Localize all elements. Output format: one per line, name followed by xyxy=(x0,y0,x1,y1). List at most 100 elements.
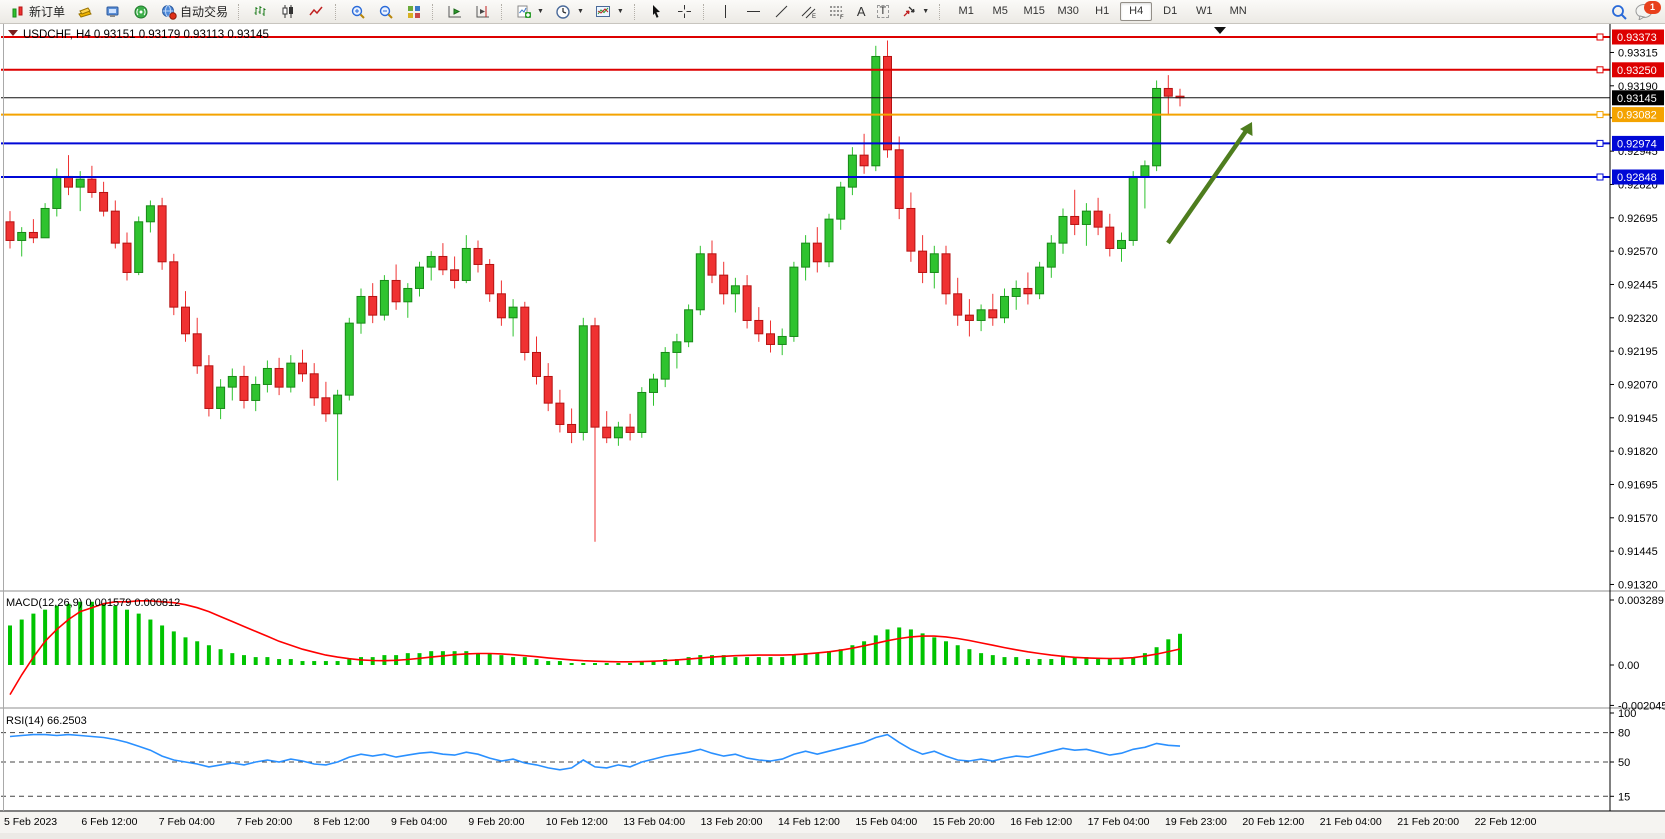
crosshair-button[interactable] xyxy=(671,1,698,23)
timeframe-button-H4[interactable]: H4 xyxy=(1120,2,1153,21)
chart-shift-button[interactable] xyxy=(469,1,496,23)
timeframe-button-D1[interactable]: D1 xyxy=(1163,5,1178,17)
monitor-icon xyxy=(104,3,121,20)
fibonacci-button[interactable]: F xyxy=(824,1,851,23)
fibonacci-icon: F xyxy=(829,3,846,20)
svg-text:0.91820: 0.91820 xyxy=(1618,446,1658,458)
chart-title: USDCHF, H4 0.93151 0.93179 0.93113 0.931… xyxy=(23,29,269,41)
timeframe-button-H1[interactable]: H1 xyxy=(1095,5,1110,17)
crosshair-icon xyxy=(676,3,693,20)
periods-button[interactable]: ▼ xyxy=(550,1,589,23)
clock-icon xyxy=(555,3,572,20)
svg-text:20 Feb 12:00: 20 Feb 12:00 xyxy=(1242,816,1304,828)
chart-shift-icon xyxy=(474,3,491,20)
svg-text:5 Feb 2023: 5 Feb 2023 xyxy=(4,816,57,828)
equidistant-channel-button[interactable]: E xyxy=(796,1,823,23)
indicators-button[interactable]: ▼ xyxy=(510,1,549,23)
svg-text:0.93190: 0.93190 xyxy=(1618,81,1658,93)
main-toolbar: 新订单 自动交易 xyxy=(0,0,1665,24)
chart-canvas[interactable]: 0.933150.931900.930700.929450.928200.926… xyxy=(0,23,1665,839)
toolbar-grip xyxy=(432,3,436,20)
template-icon xyxy=(595,3,612,20)
gold-book-icon xyxy=(76,3,93,20)
svg-text:21 Feb 04:00: 21 Feb 04:00 xyxy=(1320,816,1382,828)
svg-text:0.93250: 0.93250 xyxy=(1617,65,1657,77)
svg-text:13 Feb 20:00: 13 Feb 20:00 xyxy=(701,816,763,828)
autotrading-button[interactable]: 自动交易 xyxy=(155,1,233,23)
search-icon[interactable] xyxy=(1610,3,1627,20)
macd-panel xyxy=(8,599,1182,696)
svg-text:0.91445: 0.91445 xyxy=(1618,546,1658,558)
text-button[interactable]: A xyxy=(852,1,871,23)
svg-text:F: F xyxy=(840,15,844,19)
arrows-caret-icon: ▼ xyxy=(922,8,930,15)
notifications-button[interactable]: 1 xyxy=(1635,0,1661,21)
timeframe-button-W1[interactable]: W1 xyxy=(1195,5,1213,17)
cursor-button[interactable] xyxy=(643,1,670,23)
text-label-button[interactable]: T xyxy=(872,1,895,23)
bar-chart-button[interactable] xyxy=(247,1,274,23)
virtual-hosting-button[interactable] xyxy=(99,1,126,23)
price-axis[interactable]: 0.933150.931900.930700.929450.928200.926… xyxy=(0,23,1665,812)
line-chart-button[interactable] xyxy=(303,1,330,23)
globe-icon xyxy=(160,3,177,20)
svg-text:7 Feb 04:00: 7 Feb 04:00 xyxy=(159,816,215,828)
zoom-out-button[interactable] xyxy=(372,1,399,23)
svg-text:0.91320: 0.91320 xyxy=(1618,579,1658,591)
signals-button[interactable] xyxy=(127,1,154,23)
trendline-button[interactable] xyxy=(768,1,795,23)
svg-text:10 Feb 12:00: 10 Feb 12:00 xyxy=(546,816,608,828)
svg-text:9 Feb 04:00: 9 Feb 04:00 xyxy=(391,816,447,828)
horizontal-line-button[interactable] xyxy=(740,1,767,23)
text-icon: A xyxy=(856,4,866,19)
candlestick-chart-button[interactable] xyxy=(275,1,302,23)
symbol-dropdown-icon[interactable] xyxy=(8,30,18,36)
new-order-label: 新订单 xyxy=(29,5,66,19)
new-order-button[interactable]: 新订单 xyxy=(4,1,70,23)
cursor-icon xyxy=(648,3,665,20)
time-axis[interactable]: 5 Feb 2023 6 Feb 12:00 7 Feb 04:00 7 Feb 20… xyxy=(0,812,1665,839)
svg-text:0.92445: 0.92445 xyxy=(1618,279,1658,291)
timeframe-button-M5[interactable]: M5 xyxy=(992,5,1008,17)
toolbar-grip xyxy=(939,3,943,20)
timeframe-button-M1[interactable]: M1 xyxy=(958,5,974,17)
auto-scroll-button[interactable] xyxy=(441,1,468,23)
indicators-caret-icon: ▼ xyxy=(537,8,544,15)
timeframe-button-M15[interactable]: M15 xyxy=(1023,5,1045,17)
timeframe-button-M30[interactable]: M30 xyxy=(1057,5,1079,17)
tile-windows-button[interactable] xyxy=(400,1,427,23)
svg-text:22 Feb 12:00: 22 Feb 12:00 xyxy=(1475,816,1537,828)
timeframe-button-MN[interactable]: MN xyxy=(1229,5,1247,17)
zoom-out-icon xyxy=(377,3,394,20)
metaeditor-button[interactable] xyxy=(71,1,98,23)
svg-text:0.92195: 0.92195 xyxy=(1618,346,1658,358)
vertical-line-button[interactable] xyxy=(712,1,739,23)
periods-caret-icon: ▼ xyxy=(576,8,584,15)
svg-text:0.92570: 0.92570 xyxy=(1618,246,1658,258)
svg-text:-0.002045: -0.002045 xyxy=(1618,700,1665,712)
svg-text:0.00: 0.00 xyxy=(1618,660,1639,672)
macd-label: MACD(12,26,9) 0.001579 0.000812 xyxy=(6,597,180,609)
zoom-in-button[interactable] xyxy=(344,1,371,23)
svg-text:0.93082: 0.93082 xyxy=(1617,110,1657,122)
svg-text:14 Feb 12:00: 14 Feb 12:00 xyxy=(778,816,840,828)
zoom-in-icon xyxy=(349,3,366,20)
tile-windows-icon xyxy=(405,3,422,20)
signal-waves-icon xyxy=(132,3,149,20)
new-order-icon xyxy=(9,3,26,20)
toolbar-right-group: 1 xyxy=(1610,0,1661,21)
rsi-line xyxy=(9,733,1181,771)
svg-text:13 Feb 04:00: 13 Feb 04:00 xyxy=(623,816,685,828)
trend-arrow-annotation[interactable] xyxy=(1166,122,1253,245)
toolbar-grip xyxy=(702,3,707,20)
svg-text:E: E xyxy=(812,14,816,19)
svg-text:21 Feb 20:00: 21 Feb 20:00 xyxy=(1397,816,1459,828)
horizontal-lines[interactable] xyxy=(1,33,1610,181)
arrows-button[interactable]: ▼ xyxy=(895,1,934,23)
templates-button[interactable]: ▼ xyxy=(590,1,629,23)
toolbar-grip xyxy=(238,3,242,20)
notification-badge: 1 xyxy=(1644,0,1661,14)
svg-text:50: 50 xyxy=(1618,757,1630,769)
svg-text:0.93145: 0.93145 xyxy=(1617,93,1657,105)
auto-scroll-icon xyxy=(446,3,463,20)
